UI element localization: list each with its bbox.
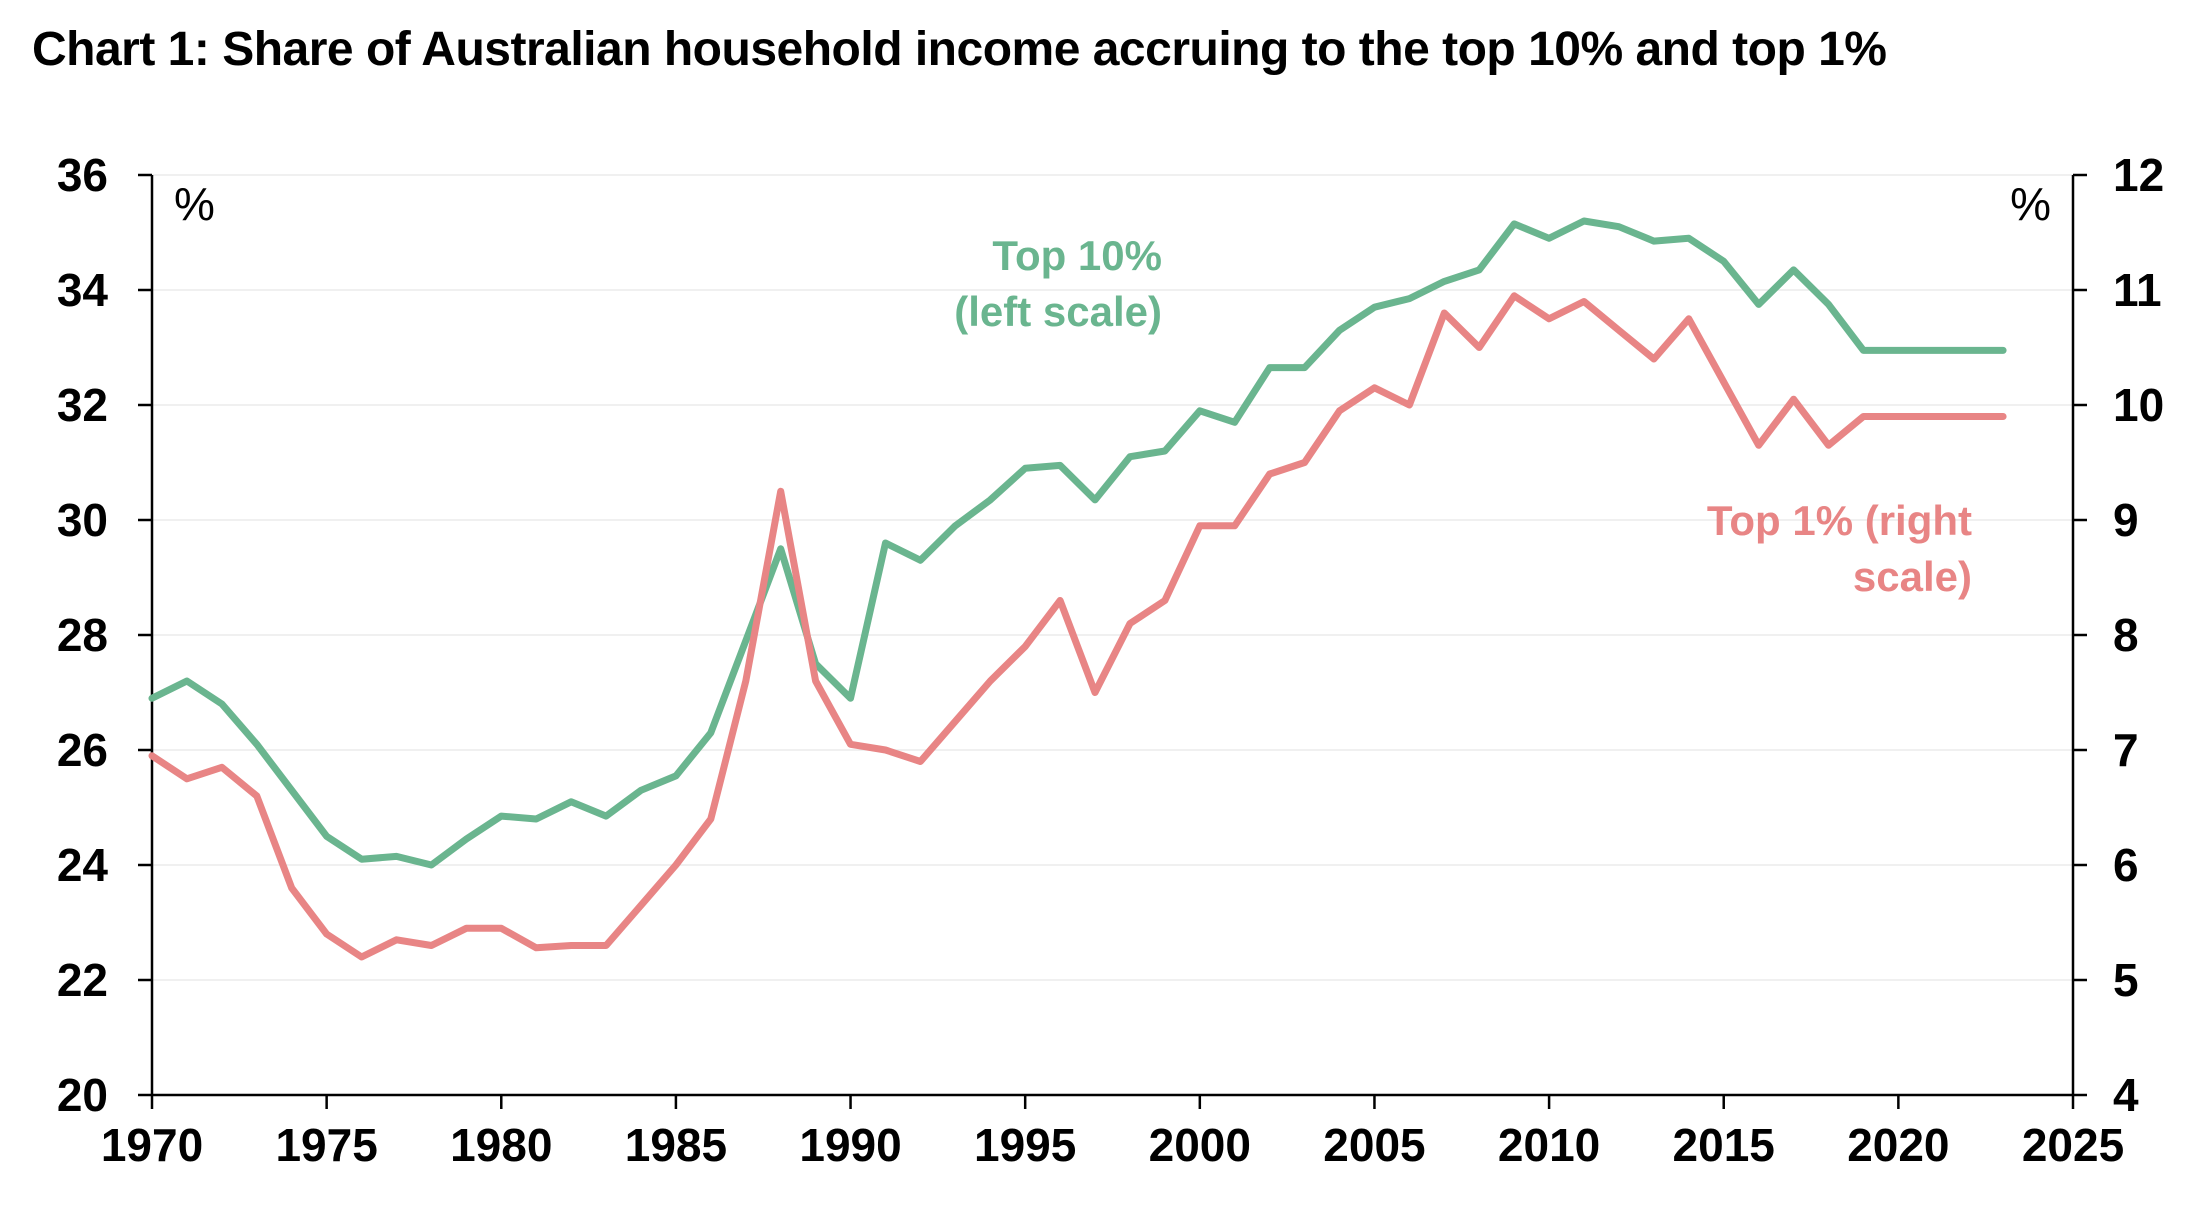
series-label-top1: Top 1% (right (1707, 497, 1972, 544)
right-tick-label: 6 (2113, 839, 2139, 891)
x-tick-label: 2015 (1673, 1119, 1775, 1171)
series-line-top10 (148, 217, 2007, 869)
series-lines (148, 217, 2007, 961)
chart-title: Chart 1: Share of Australian household i… (32, 23, 1887, 76)
left-tick-label: 24 (57, 839, 109, 891)
axes: 20 22 24 26 28 30 32 34 36 4 5 6 7 8 9 10 11 12 1970 1975 19… (57, 149, 2164, 1171)
x-tick-label: 2025 (2022, 1119, 2124, 1171)
x-tick-label: 1990 (799, 1119, 901, 1171)
labels: % % Top 10% (left scale) Top 1% (right scale) (174, 178, 2051, 600)
right-tick-label: 8 (2113, 609, 2139, 661)
left-tick-label: 36 (57, 149, 108, 201)
x-tick-label: 2010 (1498, 1119, 1600, 1171)
right-tick-label: 9 (2113, 494, 2139, 546)
gridlines (152, 174, 2073, 981)
x-tick-label: 2005 (1323, 1119, 1425, 1171)
x-tick-label: 1970 (101, 1119, 203, 1171)
x-tick-label: 1975 (275, 1119, 377, 1171)
series-line-top1 (148, 292, 2007, 961)
left-tick-label: 22 (57, 954, 108, 1006)
x-tick-label: 1985 (625, 1119, 727, 1171)
right-tick-label: 11 (2113, 264, 2162, 316)
right-tick-label: 10 (2113, 379, 2164, 431)
left-tick-label: 30 (57, 494, 108, 546)
right-axis-unit: % (2010, 178, 2051, 230)
left-tick-label: 34 (57, 264, 109, 316)
series-label-top10: (left scale) (954, 288, 1162, 335)
series-label-top10: Top 10% (992, 232, 1162, 279)
left-tick-label: 20 (57, 1069, 108, 1121)
right-tick-label: 4 (2113, 1069, 2139, 1121)
x-tick-label: 2020 (1847, 1119, 1949, 1171)
right-tick-label: 12 (2113, 149, 2164, 201)
x-tick-label: 2000 (1149, 1119, 1251, 1171)
left-tick-label: 26 (57, 724, 108, 776)
left-axis-unit: % (174, 178, 215, 230)
series-label-top1: scale) (1853, 553, 1972, 600)
x-tick-label: 1995 (974, 1119, 1076, 1171)
right-tick-label: 5 (2113, 954, 2139, 1006)
left-tick-label: 32 (57, 379, 108, 431)
right-tick-label: 7 (2113, 724, 2139, 776)
x-tick-label: 1980 (450, 1119, 552, 1171)
left-tick-label: 28 (57, 609, 108, 661)
